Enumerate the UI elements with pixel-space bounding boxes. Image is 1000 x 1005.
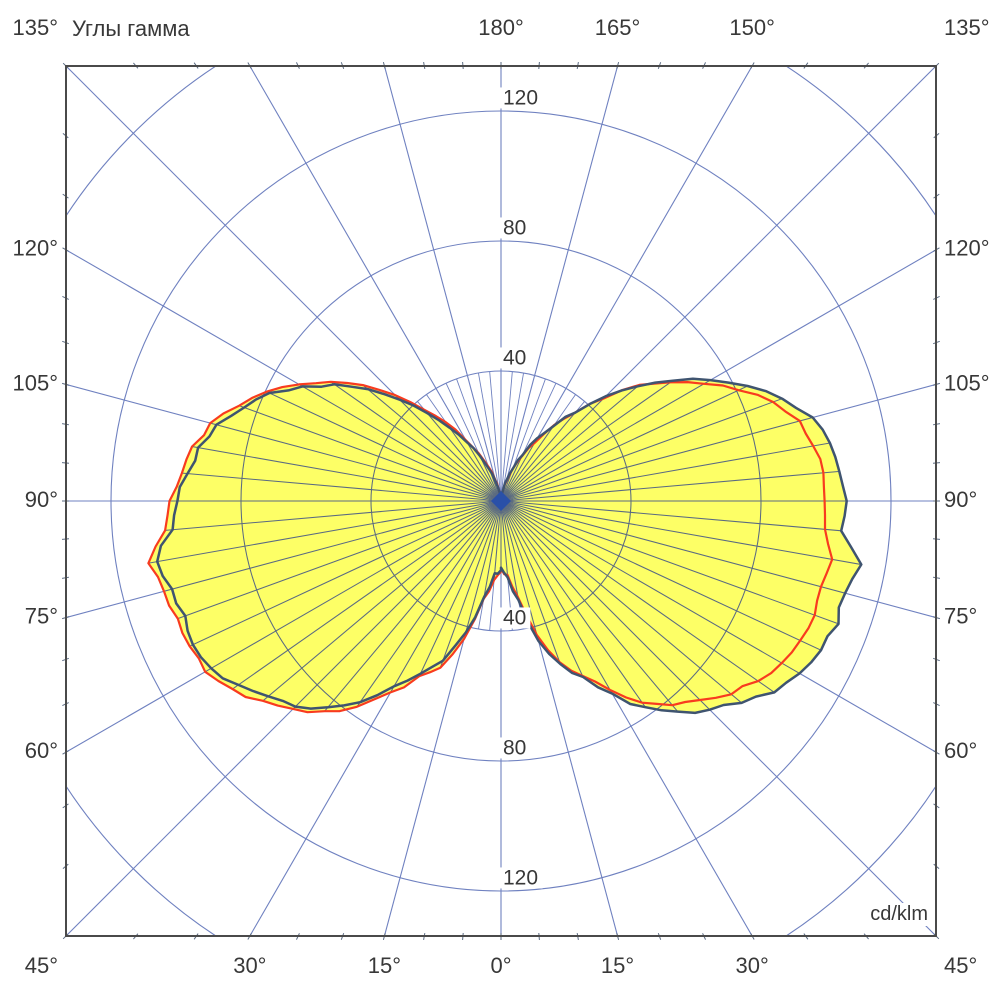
data-ray — [148, 500, 502, 713]
data-ray — [500, 500, 862, 713]
gamma-label-left: 135° — [12, 15, 58, 40]
data-ray — [500, 378, 862, 502]
grid-major-ray — [249, 66, 502, 502]
data-ray — [148, 500, 502, 713]
data-ray — [500, 500, 862, 713]
data-ray — [334, 500, 502, 713]
radial-tick-label: 80 — [503, 217, 526, 240]
data-ray — [500, 378, 862, 502]
data-ray — [500, 378, 862, 502]
data-ray — [148, 378, 502, 502]
data-ray — [148, 500, 502, 713]
gamma-label-right: 105° — [944, 370, 990, 395]
gamma-label-bottom: 0° — [490, 953, 511, 978]
chart-title: Углы гамма — [72, 16, 190, 41]
gamma-label-top: 165° — [595, 15, 641, 40]
unit-label: cd/klm — [868, 903, 930, 926]
data-ray — [148, 378, 502, 502]
data-ray — [148, 500, 502, 713]
gamma-label-right: 135° — [944, 15, 990, 40]
data-ray — [180, 500, 502, 713]
data-ray — [148, 500, 502, 668]
data-ray — [148, 378, 502, 502]
radial-tick-label: 40 — [503, 347, 526, 370]
gamma-label-right: 120° — [944, 236, 990, 261]
data-ray — [500, 500, 822, 713]
data-ray — [500, 378, 862, 502]
data-ray — [230, 500, 502, 713]
gamma-label-left: 90° — [25, 487, 58, 512]
gamma-label-left: 105° — [12, 370, 58, 395]
data-ray — [500, 444, 862, 502]
data-ray — [148, 378, 502, 502]
grid-minor-ray — [489, 371, 502, 502]
label-backdrop — [500, 737, 531, 759]
gamma-label-left: 45° — [25, 953, 58, 978]
data-ray — [500, 500, 862, 558]
grid-major-ray — [500, 66, 619, 502]
data-ray — [500, 500, 772, 713]
data-ray — [500, 500, 862, 713]
data-ray — [281, 500, 502, 713]
gamma-label-bottom: 30° — [736, 953, 769, 978]
grid-minor-ray — [477, 372, 502, 502]
data-ray — [148, 500, 502, 558]
data-ray — [500, 378, 862, 502]
label-backdrop — [500, 87, 543, 109]
gamma-label-left: 60° — [25, 738, 58, 763]
gamma-label-right: 75° — [944, 603, 977, 628]
data-ray — [500, 389, 862, 502]
data-ray — [500, 500, 668, 713]
radial-tick-label: 120 — [503, 87, 538, 110]
grid-minor-ray — [500, 371, 513, 502]
plot-frame — [65, 65, 937, 937]
label-backdrop — [500, 217, 531, 239]
radial-tick-label: 120 — [503, 867, 538, 890]
data-ray — [148, 378, 502, 502]
label-backdrop — [500, 347, 531, 369]
data-ray — [500, 500, 862, 613]
data-ray — [500, 500, 721, 713]
photometric-curve-dark — [155, 377, 863, 715]
gamma-label-left: 75° — [25, 603, 58, 628]
data-ray — [148, 500, 502, 613]
data-ray — [500, 500, 862, 713]
data-ray — [500, 500, 862, 713]
label-backdrop — [500, 867, 543, 889]
data-ray — [500, 500, 862, 713]
gamma-label-bottom: 30° — [233, 953, 266, 978]
data-ray — [500, 500, 862, 668]
radial-tick-label: 80 — [503, 737, 526, 760]
gamma-label-right: 60° — [944, 738, 977, 763]
grid-major-ray — [383, 66, 502, 502]
gamma-label-right: 45° — [944, 953, 977, 978]
grid-minor-ray — [500, 372, 525, 502]
gamma-label-top: 180° — [478, 15, 524, 40]
gamma-label-bottom: 15° — [601, 953, 634, 978]
data-ray — [500, 378, 862, 502]
data-ray — [148, 500, 502, 713]
gamma-label-right: 90° — [944, 487, 977, 512]
gamma-label-left: 120° — [12, 236, 58, 261]
gamma-label-top: 150° — [729, 15, 775, 40]
data-ray — [148, 378, 502, 502]
data-ray — [500, 378, 862, 502]
gamma-label-bottom: 15° — [368, 953, 401, 978]
data-ray — [500, 500, 862, 713]
grid-major-ray — [500, 66, 753, 502]
label-backdrop — [500, 607, 531, 629]
radial-tick-label: 40 — [503, 607, 526, 630]
data-ray — [148, 500, 502, 713]
center-marker-diamond — [491, 491, 511, 511]
